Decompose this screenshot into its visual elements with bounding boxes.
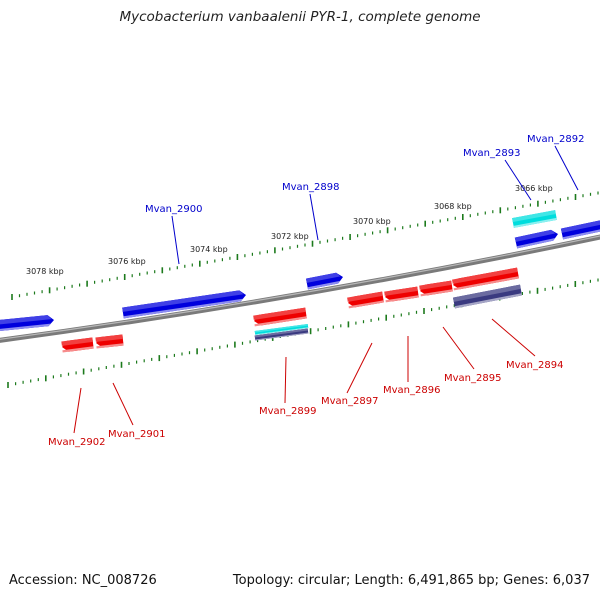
gene-feature-mvan-2894 bbox=[452, 267, 519, 291]
gene-feature-left-edge bbox=[0, 315, 54, 332]
gene-label-mvan-2894: Mvan_2894 bbox=[506, 360, 563, 371]
misc-feature-large bbox=[453, 284, 522, 309]
gene-label-mvan-2896: Mvan_2896 bbox=[383, 385, 440, 396]
gene-feature-mvan-2902 bbox=[61, 337, 94, 353]
gene-leader-line bbox=[171, 215, 180, 265]
gene-leader-line bbox=[504, 159, 532, 201]
gene-leader-line bbox=[73, 387, 82, 434]
gene-leader-line bbox=[554, 145, 579, 191]
kbp-label: 3068 kbp bbox=[434, 202, 472, 211]
gene-labels: Mvan_2892 Mvan_2893 Mvan_2894 Mvan_2895 Mvan… bbox=[48, 134, 584, 448]
gene-feature-mvan-2901 bbox=[95, 334, 124, 349]
gene-feature-mvan-2897 bbox=[347, 291, 384, 309]
gene-label-mvan-2898: Mvan_2898 bbox=[282, 182, 339, 193]
map-title: Mycobacterium vanbaalenii PYR-1, complet… bbox=[119, 9, 481, 25]
kbp-labels: 3078 kbp 3076 kbp 3074 kbp 3072 kbp 3070 kbp… bbox=[26, 184, 553, 276]
kbp-label: 3070 kbp bbox=[353, 217, 391, 226]
gene-feature-mvan-2898 bbox=[306, 272, 343, 290]
gene-feature-mvan-2899 bbox=[253, 307, 307, 327]
gene-leader-line bbox=[491, 318, 536, 357]
gene-feature-mvan-2892 bbox=[560, 220, 600, 240]
gene-leader-line bbox=[309, 193, 319, 241]
kbp-label: 3078 kbp bbox=[26, 267, 64, 276]
misc-feature-slate bbox=[254, 328, 309, 341]
accession-text: Accession: NC_008726 bbox=[9, 573, 157, 588]
gene-label-mvan-2899: Mvan_2899 bbox=[259, 406, 316, 417]
gene-feature-mvan-2895 bbox=[419, 280, 453, 297]
gene-leader-line bbox=[442, 326, 475, 370]
kbp-label: 3072 kbp bbox=[271, 232, 309, 241]
gene-feature-mvan-2900 bbox=[122, 290, 246, 319]
gene-leader-line bbox=[346, 342, 373, 394]
gene-feature-mvan-2893 bbox=[514, 229, 558, 249]
gene-feature-mvan-2896 bbox=[384, 286, 419, 303]
gene-label-mvan-2902: Mvan_2902 bbox=[48, 437, 105, 448]
gene-label-mvan-2892: Mvan_2892 bbox=[527, 134, 584, 145]
gene-label-mvan-2893: Mvan_2893 bbox=[463, 148, 520, 159]
genome-backbone-highlight bbox=[0, 235, 600, 340]
gene-label-mvan-2897: Mvan_2897 bbox=[321, 396, 378, 407]
misc-feature-cyan bbox=[254, 324, 309, 335]
kbp-label: 3066 kbp bbox=[515, 184, 553, 193]
kbp-label: 3076 kbp bbox=[108, 257, 146, 266]
kbp-label: 3074 kbp bbox=[190, 245, 228, 254]
gene-leader-line bbox=[112, 382, 134, 426]
gene-leader-line bbox=[284, 356, 287, 404]
gene-label-mvan-2901: Mvan_2901 bbox=[108, 429, 165, 440]
gene-label-mvan-2895: Mvan_2895 bbox=[444, 373, 501, 384]
genome-summary-text: Topology: circular; Length: 6,491,865 bp… bbox=[232, 573, 590, 588]
gene-feature-highlight bbox=[512, 210, 557, 228]
upper-tick-track bbox=[11, 191, 599, 300]
gene-label-mvan-2900: Mvan_2900 bbox=[145, 204, 202, 215]
genome-backbone bbox=[0, 234, 600, 343]
gene-features bbox=[0, 210, 600, 353]
